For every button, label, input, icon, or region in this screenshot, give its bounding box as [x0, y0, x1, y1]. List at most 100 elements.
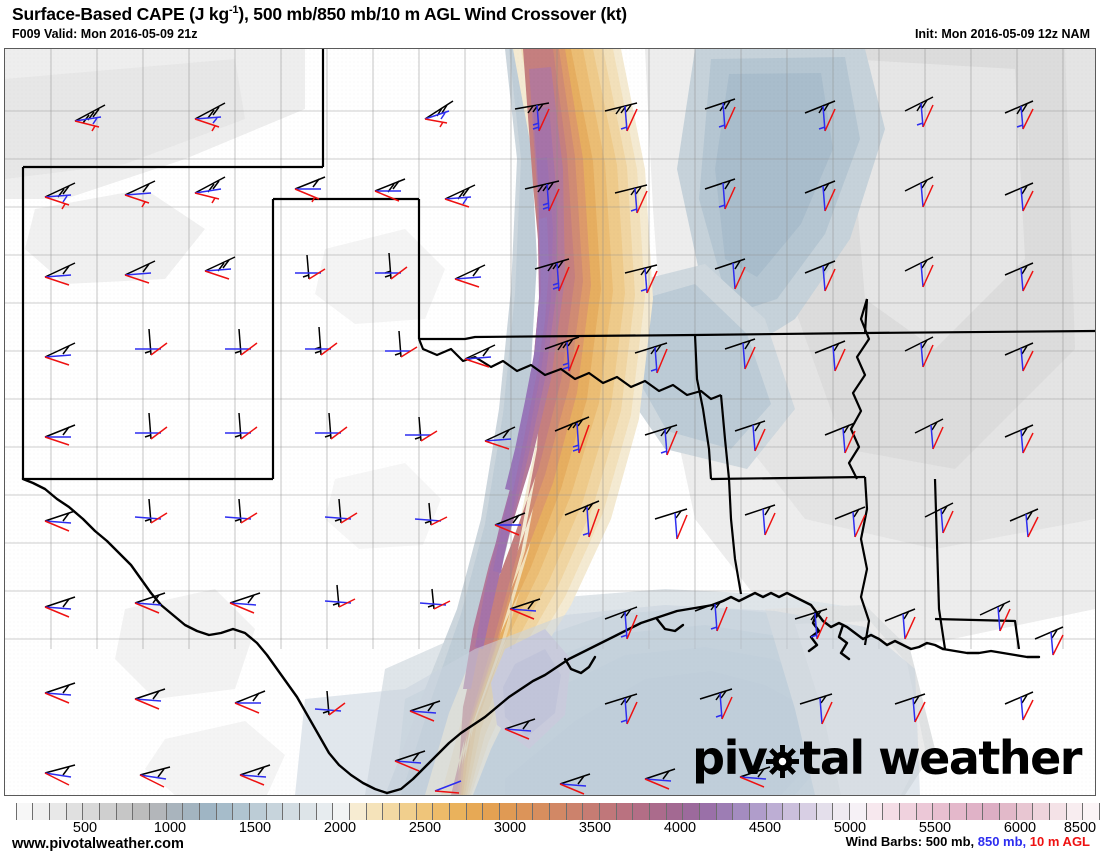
colorbar-band — [850, 803, 867, 820]
colorbar-band — [16, 803, 34, 820]
colorbar-band — [883, 803, 900, 820]
colorbar-band — [1066, 803, 1084, 820]
colorbar-band — [1016, 803, 1034, 820]
colorbar-band — [583, 803, 600, 820]
colorbar-band — [433, 803, 450, 820]
colorbar-tick-label: 1000 — [153, 820, 187, 836]
colorbar-band — [650, 803, 667, 820]
colorbar-band — [400, 803, 417, 820]
wind-barb-legend: Wind Barbs: 500 mb, 850 mb, 10 m AGL — [846, 834, 1090, 849]
barb-legend-10m: 10 m AGL — [1029, 834, 1090, 849]
colorbar-band — [33, 803, 50, 820]
colorbar-band — [933, 803, 950, 820]
colorbar-band — [50, 803, 67, 820]
title-rest: ), 500 mb/850 mb/10 m AGL Wind Crossover… — [238, 4, 627, 24]
colorbar-band — [1050, 803, 1067, 820]
colorbar-band — [916, 803, 934, 820]
header: Surface-Based CAPE (J kg-1), 500 mb/850 … — [0, 0, 1100, 48]
colorbar-band — [766, 803, 784, 820]
wind-barb-layer — [44, 96, 1064, 795]
colorbar-band — [150, 803, 167, 820]
barb-legend-500mb: Wind Barbs: 500 mb, — [845, 834, 975, 849]
title-superscript: -1 — [228, 4, 239, 17]
colorbar-tick-labels: 500 1000 1500 2000 2500 3000 3500 4000 4500 5000 5… — [0, 820, 1100, 838]
colorbar-band — [900, 803, 917, 820]
colorbar-band — [750, 803, 767, 820]
colorbar-tick-label: 1500 — [238, 820, 272, 836]
colorbar-band — [216, 803, 234, 820]
colorbar-band — [533, 803, 550, 820]
colorbar-band — [283, 803, 300, 820]
colorbar-band — [83, 803, 100, 820]
colorbar-band — [716, 803, 734, 820]
map-panel[interactable]: piv tal weather — [4, 48, 1096, 796]
colorbar-band — [450, 803, 467, 820]
colorbar-band — [66, 803, 84, 820]
colorbar-band — [833, 803, 850, 820]
colorbar-band — [783, 803, 800, 820]
colorbar-band — [816, 803, 834, 820]
title-main: Surface-Based CAPE (J kg — [12, 4, 229, 24]
colorbar-tick-label: 8500 — [1063, 820, 1097, 836]
colorbar-band — [1000, 803, 1017, 820]
colorbar-band — [0, 803, 17, 820]
colorbar-tick-label: 3000 — [493, 820, 527, 836]
state-boundaries — [21, 49, 1095, 650]
colorbar-band — [316, 803, 334, 820]
barb-legend-850mb: 850 mb, — [977, 834, 1027, 849]
website-label: www.pivotalweather.com — [12, 836, 184, 852]
init-time-label: Init: Mon 2016-05-09 12z NAM — [914, 27, 1090, 41]
colorbar-tick-label: 6000 — [1003, 820, 1037, 836]
colorbar-band — [100, 803, 117, 820]
colorbar-band — [116, 803, 134, 820]
page-title: Surface-Based CAPE (J kg-1), 500 mb/850 … — [12, 4, 627, 25]
colorbar-tick-label: 5000 — [833, 820, 867, 836]
colorbar-band — [666, 803, 684, 820]
colorbar-band — [500, 803, 517, 820]
colorbar-band — [200, 803, 217, 820]
colorbar-band — [133, 803, 150, 820]
colorbar-band — [550, 803, 567, 820]
colorbar-tick-label: 3500 — [578, 820, 612, 836]
cape-contour-map — [5, 49, 1095, 795]
colorbar-band — [483, 803, 500, 820]
colorbar-band — [1033, 803, 1050, 820]
colorbar-band — [700, 803, 717, 820]
colorbar-band — [233, 803, 250, 820]
colorbar-band — [300, 803, 317, 820]
colorbar-band — [516, 803, 534, 820]
colorbar-tick-label: 5500 — [918, 820, 952, 836]
colorbar-band — [683, 803, 700, 820]
gulf-county-mask — [295, 605, 920, 795]
colorbar-band — [383, 803, 400, 820]
coastline — [21, 477, 1041, 795]
colorbar-band — [633, 803, 650, 820]
colorbar-band — [416, 803, 434, 820]
colorbar-tick-label: 2000 — [323, 820, 357, 836]
colorbar-band — [866, 803, 884, 820]
colorbar-tick-label: 2500 — [408, 820, 442, 836]
colorbar-tick-label: 4500 — [748, 820, 782, 836]
colorbar-band — [1083, 803, 1100, 820]
colorbar-band — [350, 803, 367, 820]
colorbar-band — [616, 803, 634, 820]
colorbar-band — [800, 803, 817, 820]
colorbar-tick-label: 500 — [72, 820, 98, 836]
colorbar-band — [250, 803, 267, 820]
colorbar-band — [950, 803, 967, 820]
colorbar-band — [566, 803, 584, 820]
colorbar-band — [966, 803, 984, 820]
colorbar-band — [983, 803, 1000, 820]
colorbar-band — [266, 803, 284, 820]
colorbar-band — [466, 803, 484, 820]
valid-time-label: F009 Valid: Mon 2016-05-09 21z — [12, 27, 198, 41]
colorbar-band — [733, 803, 750, 820]
colorbar[interactable] — [0, 803, 1100, 820]
colorbar-band — [366, 803, 384, 820]
colorbar-band — [166, 803, 184, 820]
colorbar-band — [600, 803, 617, 820]
colorbar-band — [183, 803, 200, 820]
colorbar-tick-label: 4000 — [663, 820, 697, 836]
colorbar-band — [333, 803, 350, 820]
